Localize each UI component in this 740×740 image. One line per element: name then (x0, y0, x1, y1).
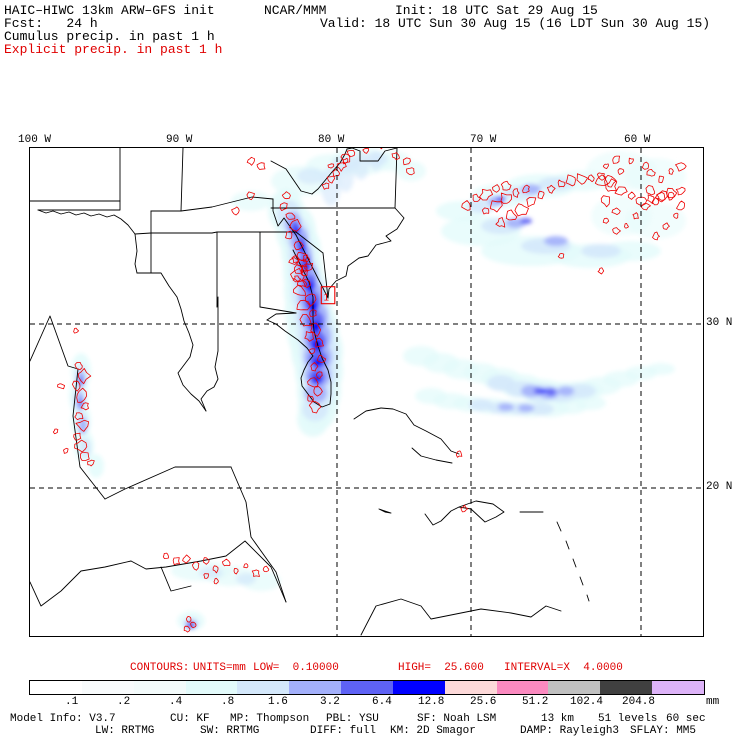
svg-text:1: 1 (324, 293, 330, 304)
